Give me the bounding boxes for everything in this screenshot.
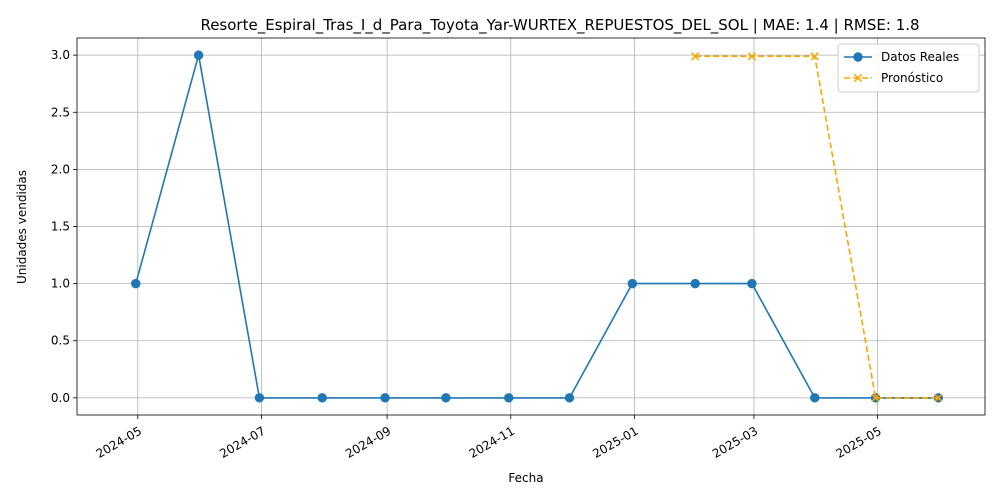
x-tick-label: 2024-07 xyxy=(217,424,267,461)
grid-layer xyxy=(77,38,985,415)
data-point xyxy=(317,393,327,403)
chart-title: Resorte_Espiral_Tras_I_d_Para_Toyota_Yar… xyxy=(200,16,919,35)
data-point xyxy=(504,393,514,403)
tick-layer: 2024-05 2024-07 2024-09 2024-11 2025-01 2025-… xyxy=(51,48,884,461)
series-line xyxy=(135,54,939,399)
data-point xyxy=(747,278,757,289)
data-point xyxy=(691,52,700,61)
x-tick-label: 2024-11 xyxy=(467,424,517,461)
data-point xyxy=(193,50,204,60)
y-tick-label: 0.0 xyxy=(51,391,70,405)
legend-box xyxy=(837,43,980,93)
legend: Datos Reales Pronóstico xyxy=(837,43,980,93)
series-pronostico xyxy=(691,52,943,403)
y-tick-label: 1.5 xyxy=(51,220,70,234)
y-tick-label: 1.0 xyxy=(51,277,70,291)
y-tick-label: 0.5 xyxy=(51,334,70,348)
legend-label: Pronóstico xyxy=(881,71,943,85)
x-tick-label: 2024-09 xyxy=(343,424,393,461)
data-point xyxy=(810,393,820,403)
legend-marker xyxy=(853,52,863,62)
y-axis-label: Unidades vendidas xyxy=(15,170,29,284)
x-tick-label: 2025-05 xyxy=(833,424,883,461)
data-point xyxy=(934,393,943,403)
data-point xyxy=(254,393,265,403)
legend-item: Datos Reales xyxy=(844,50,959,64)
y-tick-label: 3.0 xyxy=(51,48,70,62)
x-axis-label: Fecha xyxy=(508,471,543,485)
data-point xyxy=(810,52,819,61)
x-tick-label: 2024-05 xyxy=(94,424,144,461)
data-point xyxy=(380,393,390,403)
x-tick-label: 2025-01 xyxy=(590,424,640,461)
data-point xyxy=(690,278,700,289)
data-point xyxy=(564,393,575,403)
y-tick-label: 2.0 xyxy=(51,162,70,176)
legend-marker xyxy=(853,73,863,83)
legend-item: Pronóstico xyxy=(844,71,943,85)
series-layer xyxy=(131,50,944,403)
data-point xyxy=(627,278,638,289)
x-tick-label: 2025-03 xyxy=(710,424,760,461)
data-point xyxy=(131,278,141,289)
y-tick-label: 2.5 xyxy=(51,105,70,119)
data-point xyxy=(871,393,880,403)
data-point xyxy=(441,393,451,403)
legend-label: Datos Reales xyxy=(881,50,959,64)
series-line xyxy=(695,55,939,399)
data-point xyxy=(747,52,757,61)
series-datos-reales xyxy=(131,50,944,403)
